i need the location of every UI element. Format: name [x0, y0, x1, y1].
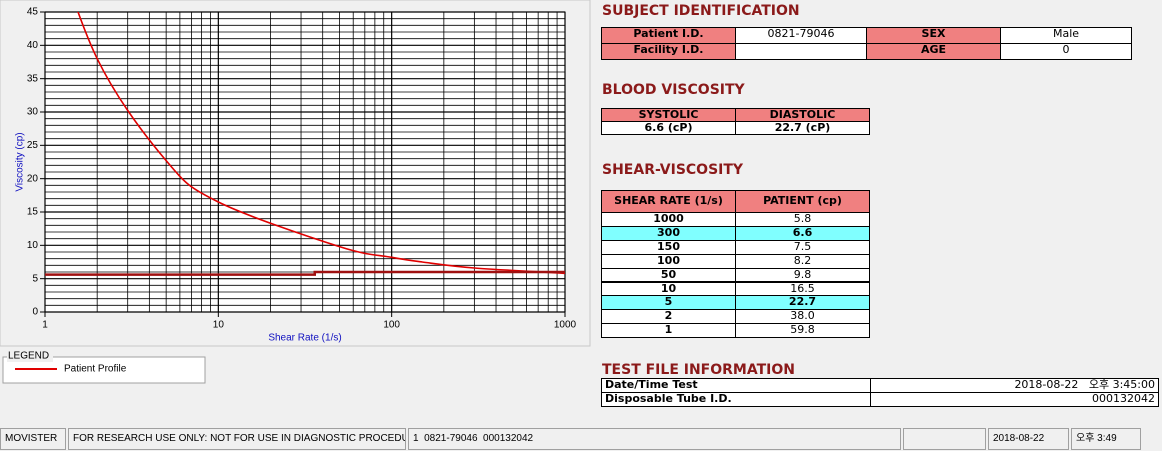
- field-label: Date/Time Test: [601, 378, 871, 393]
- table-cell: 1: [601, 323, 736, 339]
- table-cell: 22.7 (cP): [735, 121, 870, 135]
- plot-area: [44, 11, 566, 313]
- y-tick-label: 0: [32, 307, 38, 318]
- section-title: BLOOD VISCOSITY: [602, 82, 745, 98]
- legend-title: LEGEND: [8, 351, 49, 362]
- table-cell: 16.5: [735, 281, 870, 297]
- y-tick-label: 5: [32, 273, 38, 284]
- table-cell: 9.8: [735, 267, 870, 283]
- table-cell: 5.8: [735, 212, 870, 227]
- field-value: 0: [1000, 43, 1132, 60]
- section-title: SUBJECT IDENTIFICATION: [602, 3, 800, 19]
- field-label: SEX: [866, 27, 1001, 44]
- column-header: SYSTOLIC: [601, 108, 736, 122]
- table-cell: 100: [601, 253, 736, 269]
- x-tick-label: 1000: [554, 320, 577, 331]
- status-cell: 2018-08-22: [988, 428, 1069, 450]
- table-cell: 50: [601, 267, 736, 283]
- field-value: [735, 43, 867, 60]
- table-cell: 150: [601, 239, 736, 255]
- table-cell: 6.6: [735, 225, 870, 241]
- x-tick-label: 1: [42, 320, 48, 331]
- table-cell: 1000: [601, 212, 736, 227]
- x-axis-label: Shear Rate (1/s): [268, 333, 341, 344]
- field-label: Disposable Tube I.D.: [601, 392, 871, 407]
- y-tick-label: 20: [27, 173, 39, 184]
- table-cell: 22.7: [735, 295, 870, 311]
- table-cell: 38.0: [735, 309, 870, 325]
- y-tick-label: 15: [27, 207, 39, 218]
- table-cell: 10: [601, 281, 736, 297]
- column-header: SHEAR RATE (1/s): [601, 190, 736, 213]
- data-line: [77, 12, 565, 275]
- table-cell: 59.8: [735, 323, 870, 339]
- chart: 0 5 10 15 20 25 30 35 40 45 1 10 100 1000 Shear Rate (…: [0, 0, 591, 384]
- field-value: 000132042: [870, 392, 1159, 407]
- status-cell: 오후 3:49: [1071, 428, 1141, 450]
- table-cell: 2: [601, 309, 736, 325]
- legend-label: Patient Profile: [64, 364, 127, 375]
- column-header: DIASTOLIC: [735, 108, 870, 122]
- y-tick-label: 35: [27, 73, 39, 84]
- section-title: SHEAR-VISCOSITY: [602, 162, 744, 178]
- status-cell: MOVISTER: [0, 428, 66, 450]
- x-tick-label: 100: [383, 320, 400, 331]
- field-value: Male: [1000, 27, 1132, 44]
- column-header: PATIENT (cp): [735, 190, 870, 213]
- table-cell: 7.5: [735, 239, 870, 255]
- y-tick-label: 30: [27, 107, 39, 118]
- field-label: Facility I.D.: [601, 43, 736, 60]
- table-cell: 6.6 (cP): [601, 121, 736, 135]
- status-cell: FOR RESEARCH USE ONLY: NOT FOR USE IN DI…: [68, 428, 406, 450]
- y-tick-label: 45: [27, 7, 39, 18]
- y-tick-label: 25: [27, 140, 39, 151]
- data-line: [45, 270, 565, 276]
- y-axis-label: Viscosity (cp): [15, 132, 26, 191]
- x-tick-label: 10: [213, 320, 225, 331]
- field-value: 2018-08-22 오후 3:45:00: [870, 378, 1159, 393]
- table-cell: 5: [601, 295, 736, 311]
- legend-title-bg: [7, 351, 53, 362]
- field-value: 0821-79046: [735, 27, 867, 44]
- field-label: AGE: [866, 43, 1001, 60]
- table-cell: 8.2: [735, 253, 870, 269]
- section-title: TEST FILE INFORMATION: [602, 362, 795, 378]
- status-cell: 1 0821-79046 000132042: [408, 428, 901, 450]
- y-tick-label: 10: [27, 240, 39, 251]
- status-cell: [903, 428, 986, 450]
- y-tick-label: 40: [27, 40, 39, 51]
- field-label: Patient I.D.: [601, 27, 736, 44]
- table-cell: 300: [601, 225, 736, 241]
